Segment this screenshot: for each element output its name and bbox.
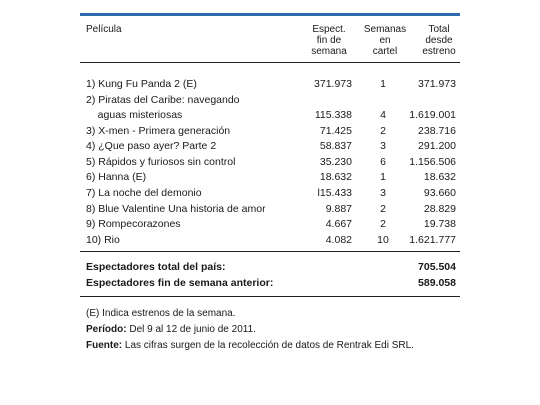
note-periodo-text: Del 9 al 12 de junio de 2011. (126, 324, 256, 336)
table-row: 2) Piratas del Caribe: navegando aguas m… (80, 93, 460, 124)
total-viewers: 1.619.001 (409, 109, 456, 122)
movie-title: 9) Rompecorazones (86, 218, 181, 231)
movie-title: 4) ¿Que paso ayer? Parte 2 (86, 140, 217, 153)
weekend-viewers: 4.667 (325, 218, 352, 231)
table-row: 9) Rompecorazones 4.667 2 19.738 (80, 217, 460, 233)
total-anterior-label: Espectadores fin de semana anterior: (86, 276, 274, 289)
weeks-showing: 2 (380, 218, 386, 231)
weekend-viewers: 4.082 (325, 233, 352, 246)
header-divider (80, 62, 460, 63)
note-fuente-label: Fuente: (86, 340, 123, 352)
total-anterior-row: Espectadores fin de semana anterior: 589… (80, 276, 460, 292)
movie-title: 1) Kung Fu Panda 2 (E) (86, 78, 197, 90)
weekend-viewers: 9.887 (325, 202, 352, 215)
total-viewers: 18.632 (423, 171, 456, 184)
weeks-showing: 4 (380, 109, 386, 122)
table-header: Película Espect. fin de semana Semanas e… (80, 16, 460, 62)
box-office-table: Película Espect. fin de semana Semanas e… (80, 13, 460, 354)
total-viewers: 1.156.506 (409, 155, 456, 168)
table-row: 6) Hanna (E) 18.632 1 18.632 (80, 170, 460, 186)
movie-title: 5) Rápidos y furiosos sin control (86, 155, 236, 168)
movie-title: 2) Piratas del Caribe: navegando aguas m… (86, 93, 240, 122)
total-viewers: 28.829 (423, 202, 456, 215)
total-pais-label: Espectadores total del país: (86, 261, 226, 274)
movie-title: 7) La noche del demonio (86, 186, 202, 199)
weeks-showing: 1 (380, 78, 386, 90)
weeks-showing: 3 (380, 186, 386, 199)
movie-title: 8) Blue Valentine Una historia de amor (86, 202, 266, 215)
weeks-showing: 2 (380, 124, 386, 137)
total-viewers: 19.738 (423, 218, 456, 231)
note-fuente: Fuente: Las cifras surgen de la recolecc… (86, 338, 460, 354)
weekend-viewers: l15.433 (317, 186, 352, 199)
weekend-viewers: 35.230 (319, 155, 352, 168)
header-espect: Espect. fin de semana (311, 24, 347, 57)
total-pais-row: Espectadores total del país: 705.504 (80, 260, 460, 276)
notes-section: (E) Indica estrenos de la semana. Períod… (80, 297, 460, 354)
totals-section: Espectadores total del país: 705.504 Esp… (80, 252, 460, 296)
weeks-showing: 10 (377, 233, 389, 246)
weeks-showing: 6 (380, 155, 386, 168)
table-row: 1) Kung Fu Panda 2 (E) 371.973 1 371.973 (80, 77, 460, 93)
body-divider (80, 251, 460, 253)
weeks-showing: 2 (380, 202, 386, 215)
movie-title: 3) X-men - Primera generación (86, 124, 231, 137)
notes-divider (80, 296, 460, 298)
total-viewers: 291.200 (418, 140, 456, 153)
weeks-showing: 1 (380, 171, 386, 184)
total-viewers: 238.716 (418, 124, 456, 137)
table-row: 10) Rio 4.082 10 1.621.777 (80, 233, 460, 249)
header-total: Total desde estreno (422, 24, 456, 57)
table-row: 3) X-men - Primera generación 71.425 2 238.… (80, 124, 460, 140)
weekend-viewers: 18.632 (319, 171, 352, 184)
total-viewers: 93.660 (423, 186, 456, 199)
table-row: 5) Rápidos y furiosos sin control 35.230 6… (80, 155, 460, 171)
note-fuente-text: Las cifras surgen de la recolección de d… (122, 340, 414, 352)
top-accent-rule (80, 13, 460, 16)
total-anterior-value: 589.058 (418, 276, 456, 289)
total-viewers: 1.621.777 (409, 233, 456, 246)
weekend-viewers: 71.425 (319, 124, 352, 137)
header-pelicula: Película (86, 24, 122, 35)
note-estrenos: (E) Indica estrenos de la semana. (86, 308, 236, 320)
weekend-viewers: 58.837 (319, 140, 352, 153)
table-body: 1) Kung Fu Panda 2 (E) 371.973 1 371.973 2) … (80, 63, 460, 251)
total-pais-value: 705.504 (418, 261, 456, 274)
table-row: 4) ¿Que paso ayer? Parte 2 58.837 3 291.200 (80, 139, 460, 155)
weekend-viewers: 371.973 (314, 78, 352, 90)
note-periodo-label: Período: (86, 324, 127, 336)
total-viewers: 371.973 (418, 78, 456, 90)
table-row: 7) La noche del demonio l15.433 3 93.660 (80, 186, 460, 202)
table-row: 8) Blue Valentine Una historia de amor 9.… (80, 202, 460, 218)
movie-title: 10) Rio (86, 233, 120, 246)
weekend-viewers: 115.338 (314, 109, 352, 122)
movie-title: 6) Hanna (E) (86, 171, 147, 184)
note-periodo: Período: Del 9 al 12 de junio de 2011. (86, 322, 460, 338)
header-semanas: Semanas en cartel (363, 24, 407, 57)
weeks-showing: 3 (380, 140, 386, 153)
